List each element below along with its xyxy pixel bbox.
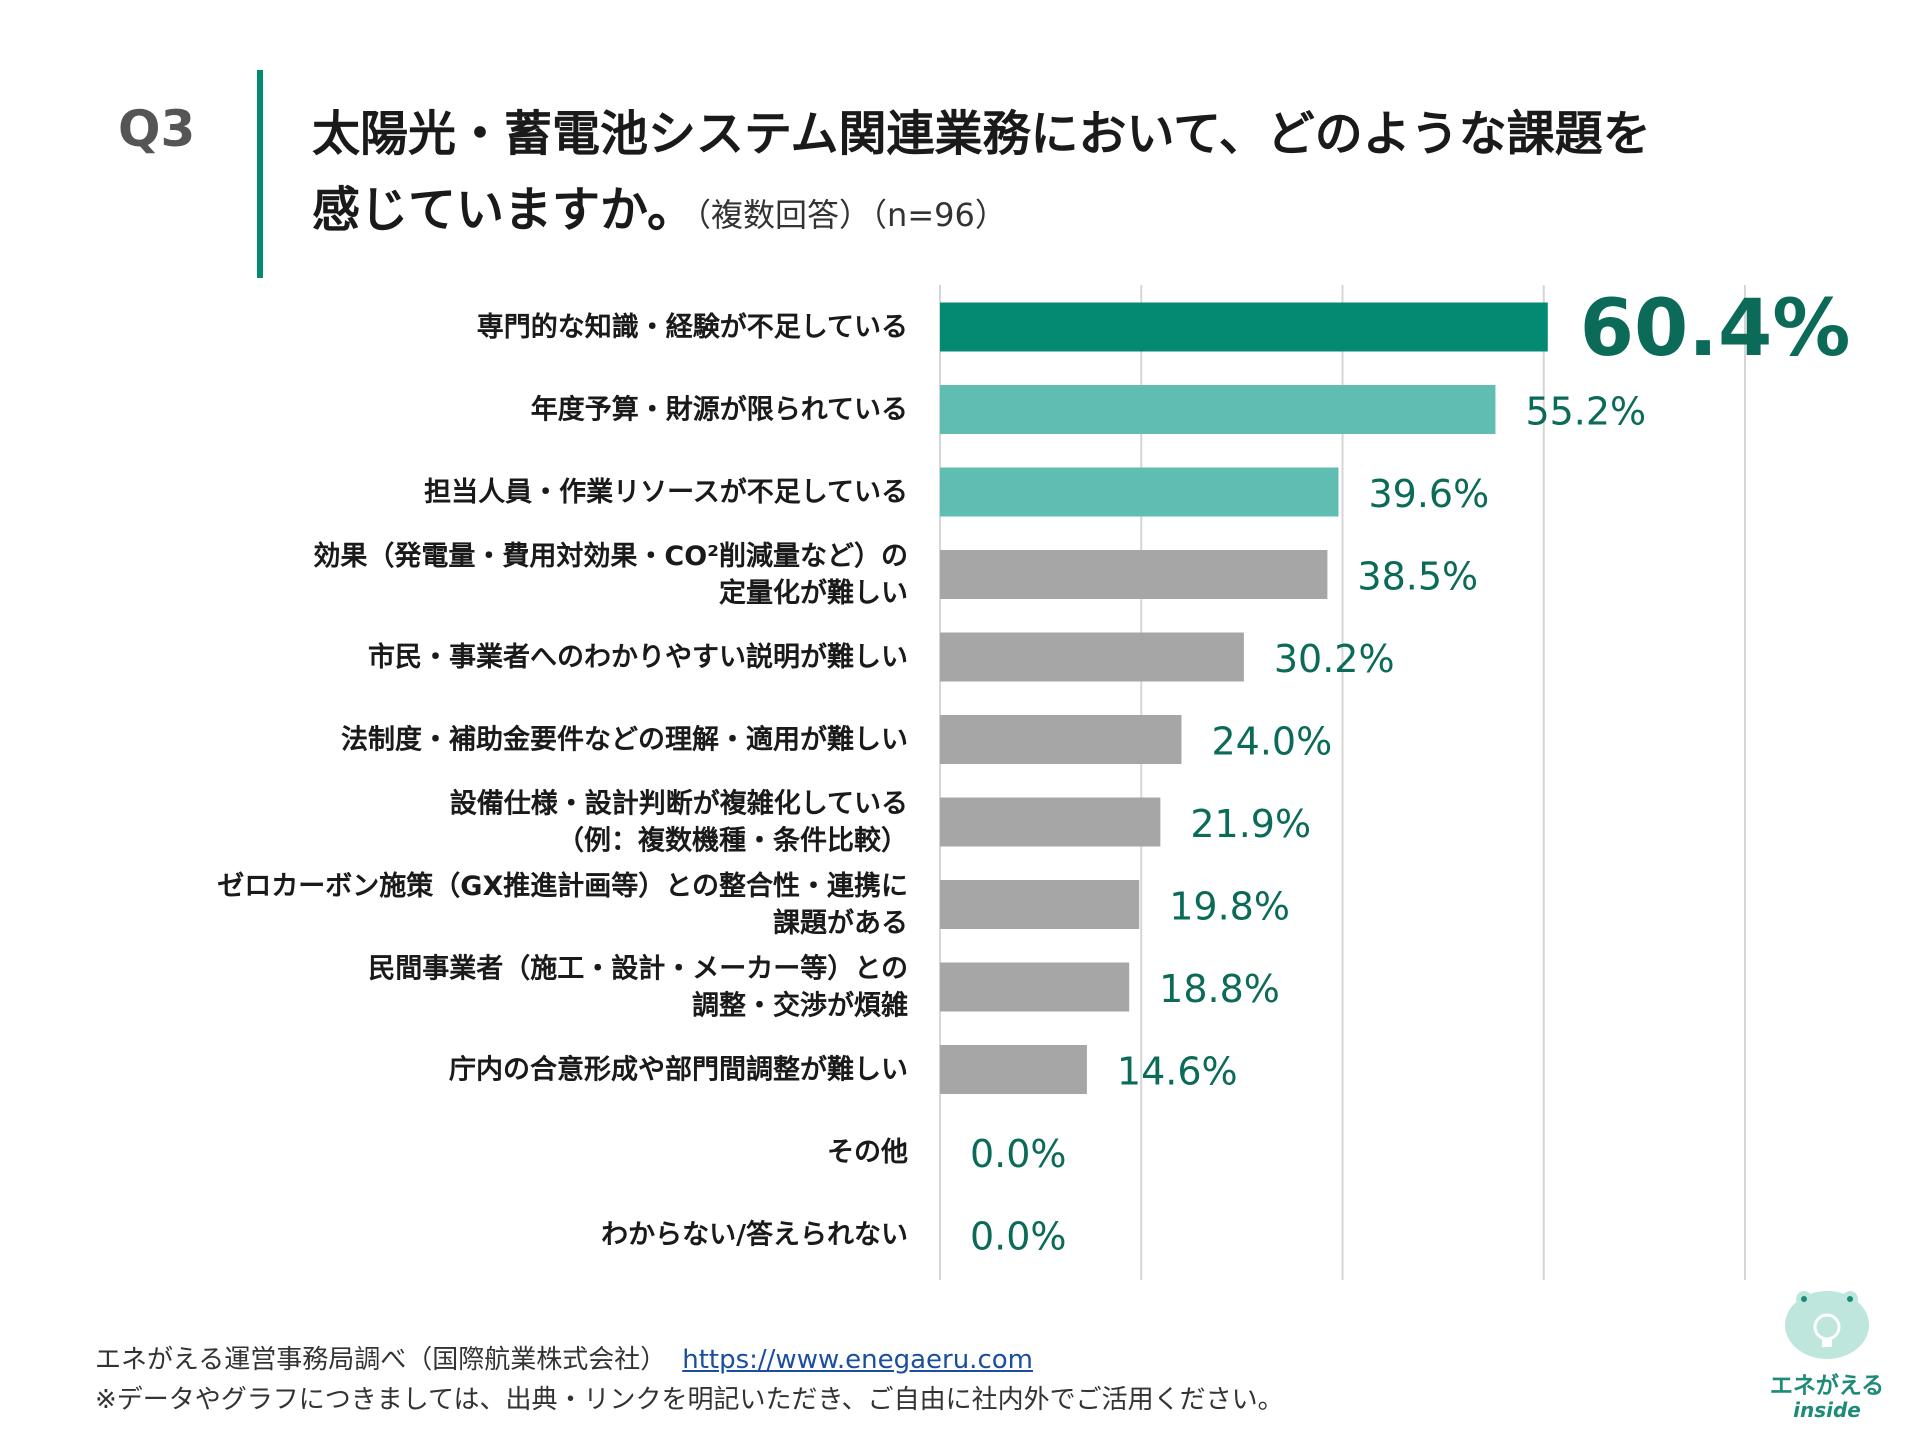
category-label-2: 年度予算・財源が限られている — [531, 394, 908, 426]
value-label-10: 14.6% — [1117, 1050, 1238, 1094]
category-label-9-line2: 調整・交渉が煩雑 — [692, 990, 908, 1022]
question-subtitle: （複数回答）（n=96） — [695, 196, 1007, 234]
category-labels: 専門的な知識・経験が不足している年度予算・財源が限られている担当人員・作業リソー… — [217, 311, 908, 1251]
category-label-9-line1: 民間事業者（施工・設計・メーカー等）との — [368, 953, 908, 985]
title-accent-rule — [257, 70, 263, 278]
bar-4 — [940, 550, 1328, 599]
logo-name: エネがえる — [1769, 1373, 1885, 1399]
bar-5 — [940, 632, 1244, 682]
value-labels: 60.4% 55.2% 39.6% 38.5% 30.2% 24.0% 21.9% 19.8%… — [970, 284, 1850, 1259]
bars — [940, 302, 1548, 1094]
value-label-4: 38.5% — [1357, 555, 1478, 599]
category-label-11: その他 — [827, 1137, 908, 1168]
gridlines — [939, 285, 1746, 1280]
value-label-6: 24.0% — [1212, 720, 1333, 764]
value-label-8: 19.8% — [1169, 885, 1290, 929]
usage-note: ※データやグラフにつきましては、出典・リンクを明記いただき、ご自由に社内外でご活… — [95, 1385, 1284, 1415]
question-title: 太陽光・蓄電池システム関連業務において、どのような課題を 感じていますか。（複数… — [312, 96, 1892, 253]
bar-9 — [940, 962, 1130, 1012]
value-label-9: 18.8% — [1159, 967, 1280, 1011]
bar-7 — [940, 797, 1161, 847]
source-link[interactable]: https://www.enegaeru.com — [682, 1345, 1033, 1375]
value-label-12: 0.0% — [970, 1215, 1067, 1259]
value-label-11: 0.0% — [970, 1132, 1067, 1176]
source-credit: エネがえる運営事務局調べ（国際航業株式会社） — [95, 1345, 667, 1375]
value-label-2: 55.2% — [1525, 390, 1646, 434]
question-title-line2: 感じていますか。 — [312, 182, 696, 238]
bar-3 — [940, 467, 1339, 517]
category-label-4-line1: 効果（発電量・費用対効果・CO²削減量など）の — [313, 540, 908, 572]
category-label-6: 法制度・補助金要件などの理解・適用が難しい — [341, 724, 908, 756]
value-label-1: 60.4% — [1580, 284, 1851, 374]
enegaeru-logo-icon — [1785, 1291, 1869, 1359]
category-label-8-line1: ゼロカーボン施策（GX推進計画等）との整合性・連携に — [217, 870, 908, 902]
question-title-line1: 太陽光・蓄電池システム関連業務において、どのような課題を — [312, 106, 1651, 162]
category-label-12: わからない/答えられない — [601, 1219, 908, 1251]
value-label-5: 30.2% — [1274, 637, 1395, 681]
category-label-8-line2: 課題がある — [773, 907, 908, 939]
category-label-1: 専門的な知識・経験が不足している — [477, 311, 908, 343]
value-label-3: 39.6% — [1368, 472, 1489, 516]
bar-6 — [940, 715, 1182, 764]
category-label-4-line2: 定量化が難しい — [719, 577, 908, 609]
category-label-3: 担当人員・作業リソースが不足している — [424, 476, 908, 508]
question-number: Q3 — [118, 100, 196, 158]
category-label-7-line1: 設備仕様・設計判断が複雑化している — [450, 788, 908, 820]
category-label-5: 市民・事業者へのわかりやすい説明が難しい — [368, 641, 908, 673]
bar-2 — [940, 385, 1496, 434]
bar-chart: 専門的な知識・経験が不足している年度予算・財源が限られている担当人員・作業リソー… — [217, 284, 1850, 1280]
bar-10 — [940, 1045, 1087, 1094]
bar-8 — [940, 880, 1140, 929]
category-label-7-line2: （例：複数機種・条件比較） — [557, 825, 908, 857]
value-label-7: 21.9% — [1190, 802, 1311, 846]
category-label-10: 庁内の合意形成や部門間調整が難しい — [449, 1054, 908, 1086]
bar-1 — [940, 302, 1548, 352]
logo-sub: inside — [1793, 1398, 1861, 1422]
footer: エネがえる運営事務局調べ（国際航業株式会社） https://www.enegae… — [95, 1340, 1284, 1420]
